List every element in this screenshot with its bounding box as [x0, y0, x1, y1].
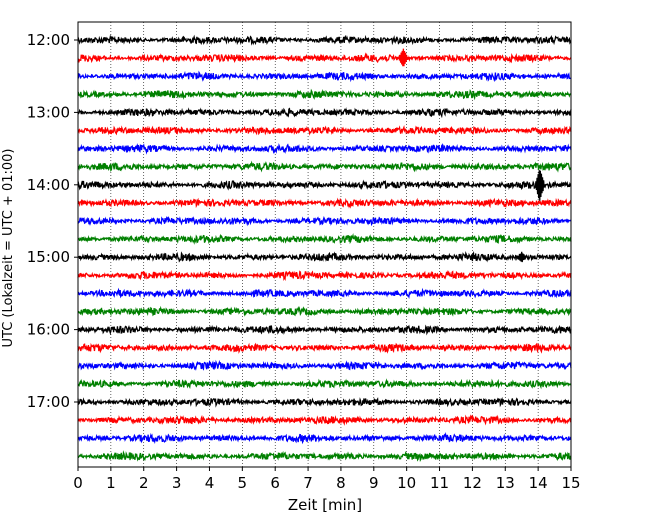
- x-tick-label: 12: [463, 474, 482, 492]
- seismic-trace: [77, 215, 572, 227]
- y-tick-label: 12:00: [27, 31, 70, 49]
- y-tick-label: 15:00: [27, 248, 70, 266]
- seismic-trace: [77, 160, 572, 173]
- seismic-trace: [77, 107, 572, 119]
- x-tick-label: 15: [561, 474, 580, 492]
- seismic-trace: [77, 324, 572, 336]
- seismic-trace: [77, 305, 572, 317]
- seismic-traces: [77, 34, 572, 462]
- x-tick-label: 10: [397, 474, 416, 492]
- y-tick-label: 13:00: [27, 103, 70, 121]
- x-tick-label: 7: [303, 474, 313, 492]
- x-tick-label: 4: [205, 474, 215, 492]
- x-tick-label: 3: [172, 474, 182, 492]
- y-tick-label: 17:00: [27, 393, 70, 411]
- seismic-trace: [77, 124, 572, 136]
- x-tick-label: 0: [73, 474, 83, 492]
- x-axis-ticks: 0 1 2 3 4 5 6 7 8 9 10 11 12 13 14 15: [73, 467, 581, 492]
- seismic-trace: [77, 250, 572, 263]
- seismic-trace: [77, 88, 572, 101]
- y-tick-label: 16:00: [27, 321, 70, 339]
- seismic-trace: [77, 414, 572, 426]
- seismic-trace: [77, 359, 572, 371]
- seismic-trace: [77, 342, 572, 354]
- x-tick-label: 5: [238, 474, 248, 492]
- seismic-trace: [77, 142, 572, 155]
- x-tick-label: 8: [336, 474, 346, 492]
- seismic-trace: [77, 70, 572, 83]
- x-tick-label: 11: [430, 474, 449, 492]
- plot-frame: [77, 21, 572, 468]
- x-axis-label: Zeit [min]: [288, 496, 362, 514]
- y-axis-ticks: 12:00 13:00 14:00 15:00 16:00 17:00: [27, 31, 78, 411]
- vertical-gridlines: [110, 22, 539, 467]
- y-tick-label: 14:00: [27, 176, 70, 194]
- x-tick-label: 13: [496, 474, 515, 492]
- seismic-trace: [77, 233, 572, 245]
- x-tick-label: 6: [270, 474, 280, 492]
- x-tick-label: 2: [139, 474, 149, 492]
- y-axis-label: UTC (Lokalzeit = UTC + 01:00): [1, 149, 16, 348]
- seismic-trace: [77, 269, 572, 282]
- x-tick-label: 9: [369, 474, 379, 492]
- seismic-trace: [77, 287, 572, 299]
- x-tick-label: 14: [529, 474, 548, 492]
- seismic-trace: [77, 450, 572, 462]
- seismic-trace: [77, 378, 572, 390]
- seismic-trace: [77, 197, 572, 209]
- seismic-trace: [77, 170, 572, 201]
- seismic-trace: [77, 432, 572, 445]
- seismic-trace: [77, 396, 572, 408]
- seismic-trace: [77, 48, 572, 67]
- seismic-trace: [77, 34, 572, 46]
- x-tick-label: 1: [106, 474, 116, 492]
